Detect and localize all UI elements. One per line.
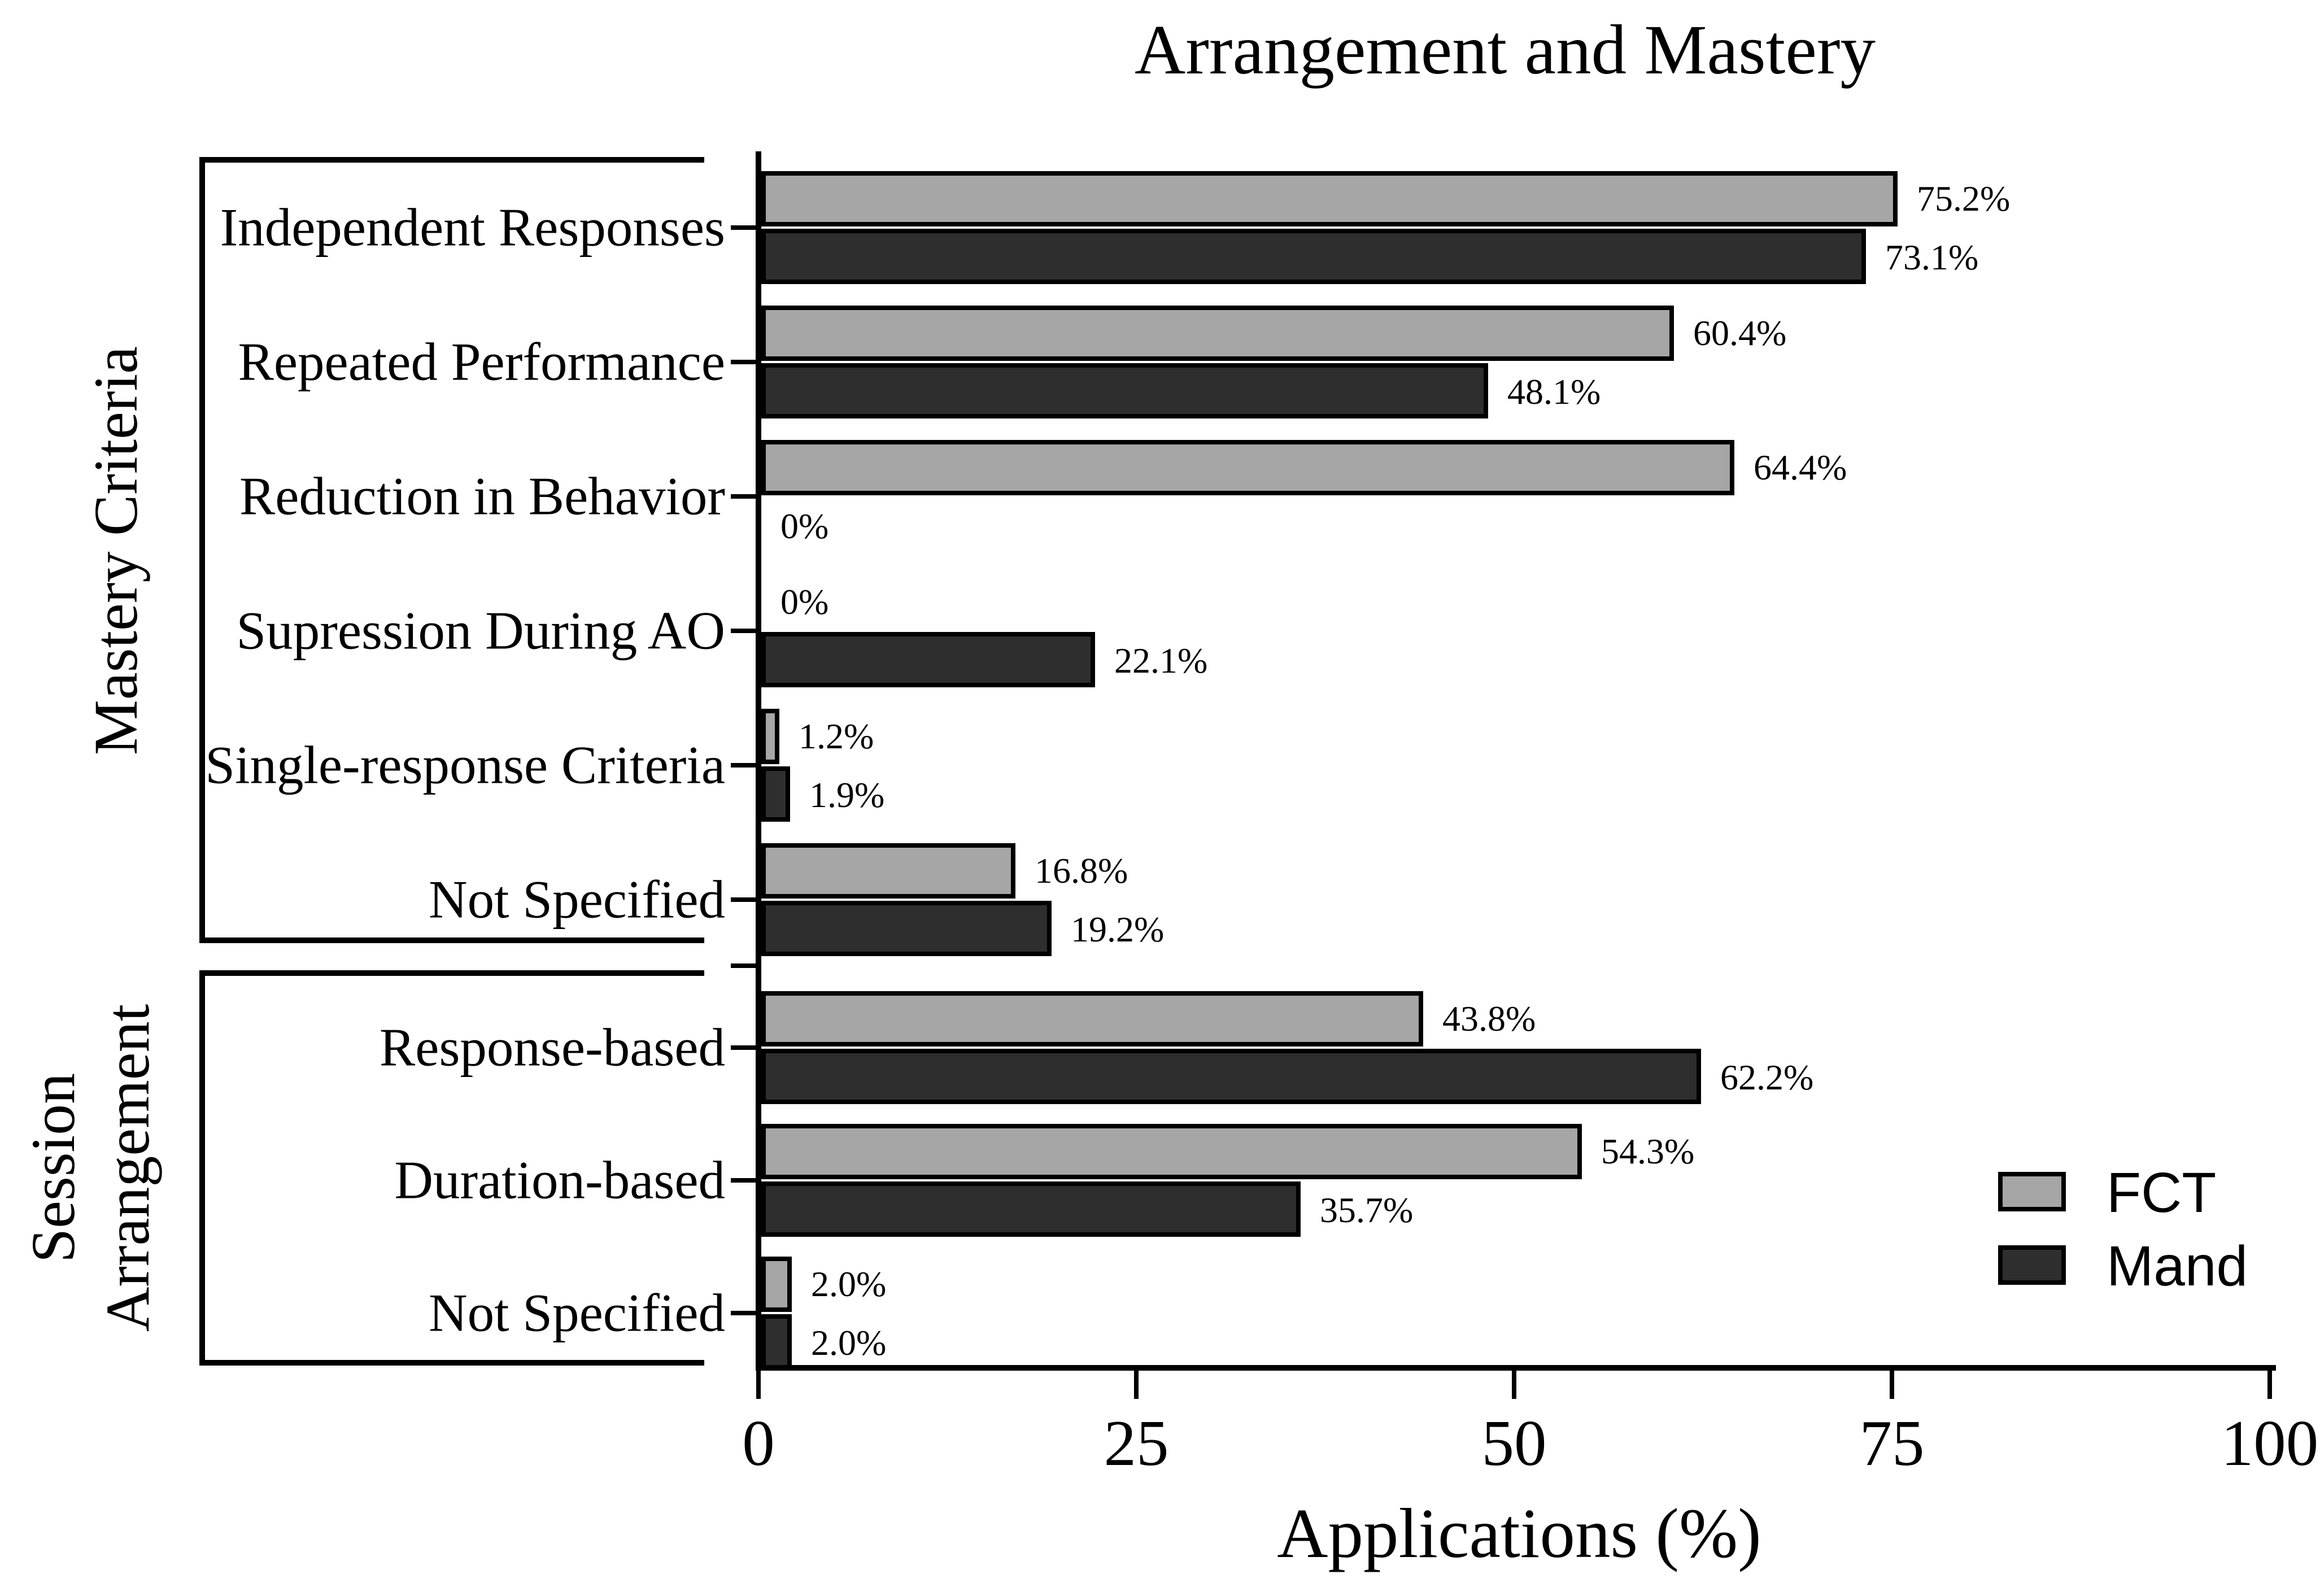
x-tick-label: 25 (1104, 1407, 1169, 1479)
value-label: 2.0% (811, 1323, 887, 1363)
x-tick-label: 0 (742, 1407, 775, 1479)
value-label: 75.2% (1917, 178, 2011, 219)
value-label: 0% (780, 506, 829, 546)
x-axis-title: Applications (%) (1277, 1495, 1761, 1573)
category-label: Not Specified (428, 1283, 725, 1343)
bar-mand (761, 229, 1866, 284)
legend-label-fct: FCT (2107, 1161, 2217, 1224)
category-tick (731, 1178, 759, 1183)
x-tick (756, 1371, 761, 1399)
value-label: 48.1% (1507, 372, 1601, 412)
bar-fct (761, 1257, 792, 1312)
x-tick-label: 100 (2221, 1407, 2319, 1479)
group-bracket-session (199, 970, 704, 1366)
value-label: 2.0% (811, 1264, 887, 1304)
value-label: 43.8% (1442, 998, 1536, 1039)
category-tick (731, 629, 759, 633)
category-label: Single-response Criteria (205, 735, 725, 795)
category-label: Independent Responses (220, 197, 725, 258)
bar-fct (761, 991, 1423, 1046)
legend-swatch-fct (1998, 1172, 2066, 1211)
bar-fct (761, 440, 1734, 495)
x-tick-label: 50 (1481, 1407, 1547, 1479)
bar-mand (761, 901, 1052, 956)
category-label: Repeated Performance (238, 332, 725, 392)
value-label: 22.1% (1114, 640, 1208, 681)
bar-mand (761, 1181, 1301, 1237)
bar-fct (761, 171, 1898, 226)
y-axis-line (756, 151, 761, 1370)
x-tick-label: 75 (1859, 1407, 1925, 1479)
value-label: 16.8% (1035, 851, 1128, 891)
category-label: Not Specified (428, 869, 725, 930)
category-label: Duration-based (394, 1150, 725, 1210)
value-label: 1.2% (799, 716, 874, 756)
value-label: 54.3% (1601, 1131, 1695, 1171)
bar-mand (761, 766, 790, 822)
x-tick (1134, 1371, 1139, 1399)
value-label: 0% (780, 582, 829, 622)
legend-swatch-mand (1998, 1245, 2066, 1285)
value-label: 73.1% (1885, 237, 1979, 277)
category-label: Response-based (379, 1017, 725, 1078)
category-tick (731, 763, 759, 768)
x-tick (2267, 1371, 2272, 1399)
category-tick (731, 360, 759, 364)
x-tick (1512, 1371, 1516, 1399)
bar-mand (761, 1314, 792, 1370)
category-tick (731, 1045, 759, 1050)
bar-mand (761, 363, 1488, 418)
chart-title: Arrangement and Mastery (1134, 11, 1876, 89)
section-divider-tick (731, 963, 759, 968)
value-label: 1.9% (809, 775, 885, 815)
bar-fct (761, 1124, 1582, 1179)
bar-fct (761, 843, 1015, 899)
x-tick (1890, 1371, 1894, 1399)
bar-fct (761, 306, 1674, 361)
value-label: 19.2% (1071, 909, 1165, 949)
value-label: 35.7% (1320, 1190, 1414, 1230)
group-label-mastery: Mastery Criteria (81, 346, 150, 755)
category-label: Supression During AO (236, 600, 725, 661)
x-axis-line (756, 1365, 2276, 1371)
category-tick (731, 225, 759, 230)
category-tick (731, 897, 759, 902)
bar-fct (761, 709, 779, 764)
bar-mand (761, 1049, 1701, 1104)
value-label: 64.4% (1754, 447, 1847, 487)
value-label: 62.2% (1720, 1057, 1814, 1097)
legend-label-mand: Mand (2107, 1235, 2248, 1298)
category-tick (731, 1311, 759, 1315)
value-label: 60.4% (1693, 313, 1787, 353)
bar-mand (761, 632, 1095, 687)
category-tick (731, 494, 759, 499)
group-bracket-mastery (199, 157, 704, 943)
category-label: Reduction in Behavior (239, 466, 725, 526)
